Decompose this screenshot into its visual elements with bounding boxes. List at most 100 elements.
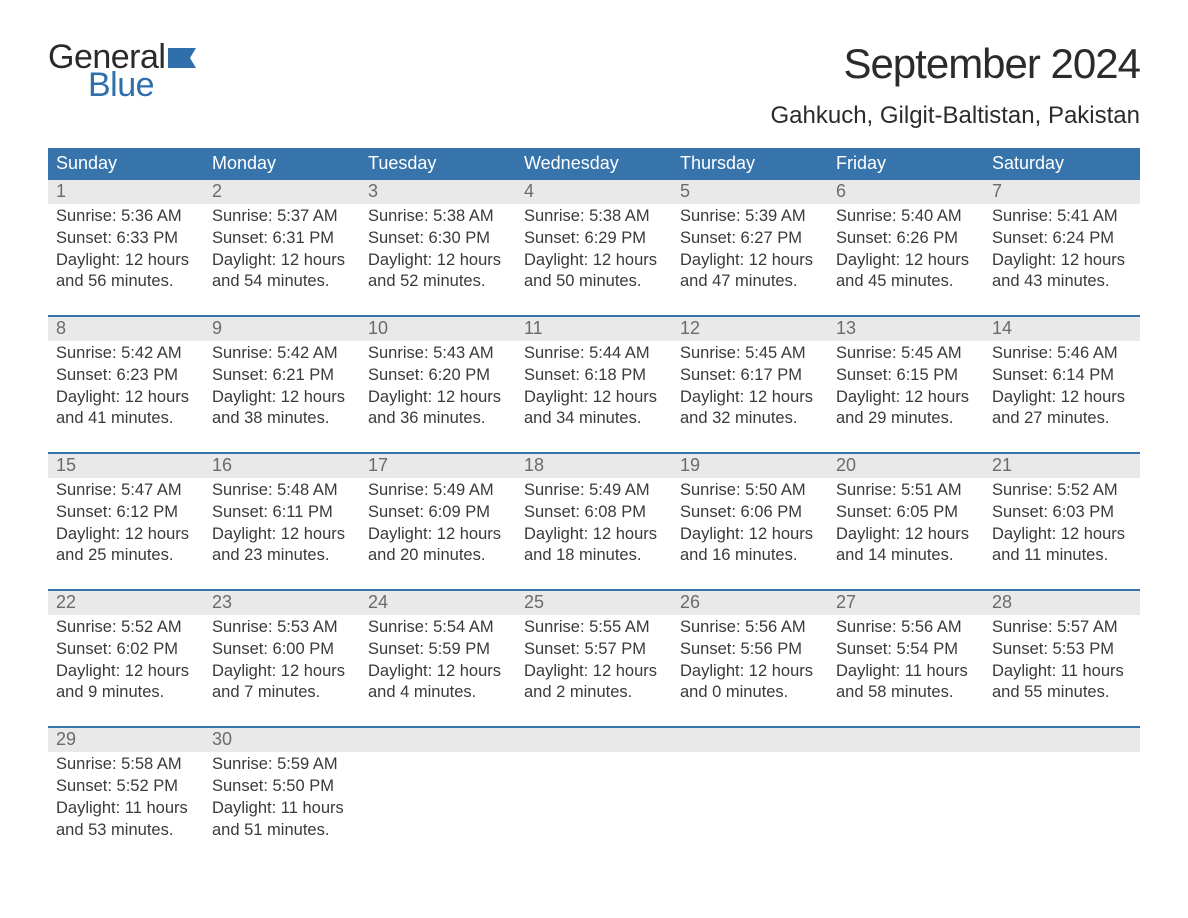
- day-info: Sunrise: 5:38 AMSunset: 6:29 PMDaylight:…: [524, 204, 664, 293]
- day-number: 7: [984, 180, 1140, 204]
- day-number: 25: [516, 591, 672, 615]
- day-number: 19: [672, 454, 828, 478]
- day-info: Sunrise: 5:50 AMSunset: 6:06 PMDaylight:…: [680, 478, 820, 567]
- day-number: 9: [204, 317, 360, 341]
- day-cell: Sunrise: 5:51 AMSunset: 6:05 PMDaylight:…: [828, 478, 984, 569]
- day-number: 27: [828, 591, 984, 615]
- day-info: Sunrise: 5:56 AMSunset: 5:54 PMDaylight:…: [836, 615, 976, 704]
- day-cell: Sunrise: 5:48 AMSunset: 6:11 PMDaylight:…: [204, 478, 360, 569]
- week: 1234567Sunrise: 5:36 AMSunset: 6:33 PMDa…: [48, 180, 1140, 295]
- day-cell: Sunrise: 5:52 AMSunset: 6:03 PMDaylight:…: [984, 478, 1140, 569]
- daynum-row: 15161718192021: [48, 454, 1140, 478]
- day-cell: [828, 752, 984, 843]
- day-info: Sunrise: 5:54 AMSunset: 5:59 PMDaylight:…: [368, 615, 508, 704]
- day-cell: Sunrise: 5:38 AMSunset: 6:30 PMDaylight:…: [360, 204, 516, 295]
- day-number: [984, 728, 1140, 752]
- weekday-header-row: Sunday Monday Tuesday Wednesday Thursday…: [48, 148, 1140, 180]
- logo-word-blue: Blue: [88, 68, 196, 102]
- day-number: [672, 728, 828, 752]
- day-number: [828, 728, 984, 752]
- day-cell: Sunrise: 5:41 AMSunset: 6:24 PMDaylight:…: [984, 204, 1140, 295]
- day-cell: Sunrise: 5:37 AMSunset: 6:31 PMDaylight:…: [204, 204, 360, 295]
- day-cell: [360, 752, 516, 843]
- day-cell: Sunrise: 5:55 AMSunset: 5:57 PMDaylight:…: [516, 615, 672, 706]
- day-cell: Sunrise: 5:45 AMSunset: 6:17 PMDaylight:…: [672, 341, 828, 432]
- week: 891011121314Sunrise: 5:42 AMSunset: 6:23…: [48, 315, 1140, 432]
- day-cell: Sunrise: 5:42 AMSunset: 6:21 PMDaylight:…: [204, 341, 360, 432]
- day-number: 6: [828, 180, 984, 204]
- day-cell: Sunrise: 5:56 AMSunset: 5:54 PMDaylight:…: [828, 615, 984, 706]
- day-number: 29: [48, 728, 204, 752]
- day-cell: Sunrise: 5:49 AMSunset: 6:09 PMDaylight:…: [360, 478, 516, 569]
- day-body-row: Sunrise: 5:36 AMSunset: 6:33 PMDaylight:…: [48, 204, 1140, 295]
- day-number: [516, 728, 672, 752]
- day-cell: Sunrise: 5:47 AMSunset: 6:12 PMDaylight:…: [48, 478, 204, 569]
- day-info: Sunrise: 5:41 AMSunset: 6:24 PMDaylight:…: [992, 204, 1132, 293]
- day-info: Sunrise: 5:51 AMSunset: 6:05 PMDaylight:…: [836, 478, 976, 567]
- day-cell: Sunrise: 5:42 AMSunset: 6:23 PMDaylight:…: [48, 341, 204, 432]
- week: 2930Sunrise: 5:58 AMSunset: 5:52 PMDayli…: [48, 726, 1140, 843]
- day-number: 4: [516, 180, 672, 204]
- day-info: Sunrise: 5:44 AMSunset: 6:18 PMDaylight:…: [524, 341, 664, 430]
- day-cell: Sunrise: 5:53 AMSunset: 6:00 PMDaylight:…: [204, 615, 360, 706]
- daynum-row: 2930: [48, 728, 1140, 752]
- day-cell: Sunrise: 5:43 AMSunset: 6:20 PMDaylight:…: [360, 341, 516, 432]
- day-number: 21: [984, 454, 1140, 478]
- day-number: 15: [48, 454, 204, 478]
- day-cell: Sunrise: 5:56 AMSunset: 5:56 PMDaylight:…: [672, 615, 828, 706]
- day-cell: Sunrise: 5:58 AMSunset: 5:52 PMDaylight:…: [48, 752, 204, 843]
- title-block: September 2024 Gahkuch, Gilgit-Baltistan…: [770, 40, 1140, 142]
- day-info: Sunrise: 5:47 AMSunset: 6:12 PMDaylight:…: [56, 478, 196, 567]
- day-cell: Sunrise: 5:45 AMSunset: 6:15 PMDaylight:…: [828, 341, 984, 432]
- day-number: 11: [516, 317, 672, 341]
- month-title: September 2024: [770, 40, 1140, 88]
- day-info: Sunrise: 5:52 AMSunset: 6:03 PMDaylight:…: [992, 478, 1132, 567]
- day-number: 20: [828, 454, 984, 478]
- day-cell: Sunrise: 5:54 AMSunset: 5:59 PMDaylight:…: [360, 615, 516, 706]
- logo: General Blue: [48, 40, 196, 102]
- day-number: 8: [48, 317, 204, 341]
- day-number: 12: [672, 317, 828, 341]
- day-number: 3: [360, 180, 516, 204]
- day-cell: [984, 752, 1140, 843]
- day-info: Sunrise: 5:38 AMSunset: 6:30 PMDaylight:…: [368, 204, 508, 293]
- day-info: Sunrise: 5:46 AMSunset: 6:14 PMDaylight:…: [992, 341, 1132, 430]
- calendar: Sunday Monday Tuesday Wednesday Thursday…: [48, 148, 1140, 843]
- day-cell: Sunrise: 5:50 AMSunset: 6:06 PMDaylight:…: [672, 478, 828, 569]
- day-number: 5: [672, 180, 828, 204]
- day-cell: [672, 752, 828, 843]
- day-body-row: Sunrise: 5:52 AMSunset: 6:02 PMDaylight:…: [48, 615, 1140, 706]
- day-info: Sunrise: 5:36 AMSunset: 6:33 PMDaylight:…: [56, 204, 196, 293]
- day-body-row: Sunrise: 5:47 AMSunset: 6:12 PMDaylight:…: [48, 478, 1140, 569]
- day-number: 16: [204, 454, 360, 478]
- day-number: 24: [360, 591, 516, 615]
- day-info: Sunrise: 5:40 AMSunset: 6:26 PMDaylight:…: [836, 204, 976, 293]
- weekday-header: Friday: [828, 148, 984, 180]
- day-body-row: Sunrise: 5:58 AMSunset: 5:52 PMDaylight:…: [48, 752, 1140, 843]
- day-cell: Sunrise: 5:44 AMSunset: 6:18 PMDaylight:…: [516, 341, 672, 432]
- day-cell: Sunrise: 5:39 AMSunset: 6:27 PMDaylight:…: [672, 204, 828, 295]
- day-number: 28: [984, 591, 1140, 615]
- day-info: Sunrise: 5:56 AMSunset: 5:56 PMDaylight:…: [680, 615, 820, 704]
- location: Gahkuch, Gilgit-Baltistan, Pakistan: [770, 102, 1140, 130]
- day-number: 18: [516, 454, 672, 478]
- day-info: Sunrise: 5:49 AMSunset: 6:09 PMDaylight:…: [368, 478, 508, 567]
- weekday-header: Saturday: [984, 148, 1140, 180]
- day-info: Sunrise: 5:52 AMSunset: 6:02 PMDaylight:…: [56, 615, 196, 704]
- day-info: Sunrise: 5:42 AMSunset: 6:23 PMDaylight:…: [56, 341, 196, 430]
- week: 15161718192021Sunrise: 5:47 AMSunset: 6:…: [48, 452, 1140, 569]
- day-cell: Sunrise: 5:36 AMSunset: 6:33 PMDaylight:…: [48, 204, 204, 295]
- day-number: 30: [204, 728, 360, 752]
- daynum-row: 22232425262728: [48, 591, 1140, 615]
- day-number: 23: [204, 591, 360, 615]
- day-cell: Sunrise: 5:40 AMSunset: 6:26 PMDaylight:…: [828, 204, 984, 295]
- day-info: Sunrise: 5:42 AMSunset: 6:21 PMDaylight:…: [212, 341, 352, 430]
- weekday-header: Thursday: [672, 148, 828, 180]
- day-info: Sunrise: 5:59 AMSunset: 5:50 PMDaylight:…: [212, 752, 352, 841]
- day-number: 17: [360, 454, 516, 478]
- day-info: Sunrise: 5:43 AMSunset: 6:20 PMDaylight:…: [368, 341, 508, 430]
- day-cell: Sunrise: 5:59 AMSunset: 5:50 PMDaylight:…: [204, 752, 360, 843]
- day-info: Sunrise: 5:45 AMSunset: 6:15 PMDaylight:…: [836, 341, 976, 430]
- day-body-row: Sunrise: 5:42 AMSunset: 6:23 PMDaylight:…: [48, 341, 1140, 432]
- day-number: 10: [360, 317, 516, 341]
